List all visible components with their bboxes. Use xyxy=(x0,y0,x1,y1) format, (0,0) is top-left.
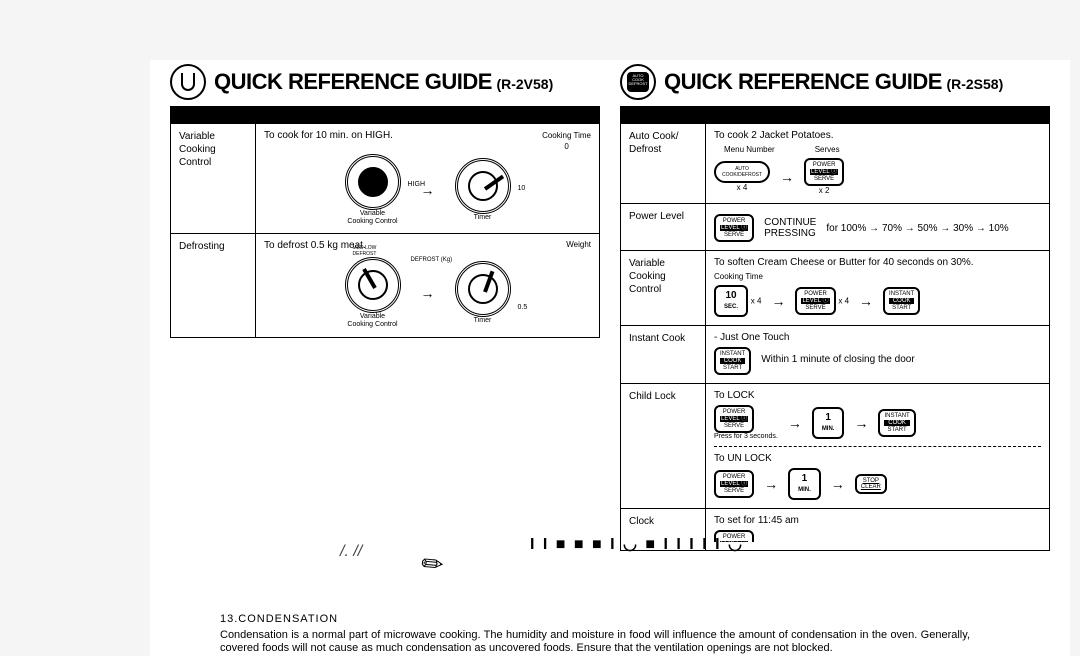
pressing-text: PRESSING xyxy=(764,228,816,239)
multiplier: x 4 xyxy=(751,297,762,306)
button-icon: 1 MIN. xyxy=(812,407,845,439)
footer-heading: 13.CONDENSATION xyxy=(220,613,970,627)
sub-label: Cooking Time xyxy=(714,272,1041,281)
caption-text: Weight xyxy=(566,240,591,255)
arrow-icon: → xyxy=(780,169,794,185)
dial-caption: Timer xyxy=(455,214,511,222)
arrow-icon: → xyxy=(764,476,778,492)
table-row: Power Level POWER LEVEL ⓘ SERVE CONTINUE… xyxy=(621,204,1050,251)
dial-caption: Variable Cooking Control xyxy=(345,313,401,328)
arrow-icon: → xyxy=(788,415,802,431)
footer-body: Condensation is a normal part of microwa… xyxy=(220,629,970,656)
button-icon: POWER LEVEL ⓘ SERVE xyxy=(714,470,754,498)
button-icon: POWER LEVEL ⓘ SERVE xyxy=(714,405,754,433)
pencil-icon: ✎ xyxy=(415,546,452,584)
dial-icon: 10 xyxy=(455,158,511,214)
lock-text: To LOCK xyxy=(714,390,1041,401)
right-header: AUTO COOK DEFROST QUICK REFERENCE GUIDE … xyxy=(620,60,1050,107)
row-label: Variable Cooking Control xyxy=(629,258,666,295)
dial-side-label: 10 xyxy=(518,185,526,192)
button-icon: AUTO COOK/DEFROST xyxy=(714,161,770,183)
torn-edge-text: I I ■ ■ ■ I ◡ ■ I I I I I ◡ xyxy=(530,534,744,554)
document-page: QUICK REFERENCE GUIDE (R-2V58) Variable … xyxy=(150,60,1070,656)
instruction-text: To cook 2 Jacket Potatoes. xyxy=(714,130,1041,141)
caption-sub: 0 xyxy=(564,142,568,151)
row-label: Instant Cook xyxy=(629,333,685,344)
dial-caption: Timer xyxy=(455,317,511,325)
arrow-icon: → xyxy=(771,293,785,309)
button-icon: INSTANT COOK START xyxy=(883,287,920,315)
right-column: AUTO COOK DEFROST QUICK REFERENCE GUIDE … xyxy=(620,60,1050,551)
arrow-icon: → xyxy=(854,415,868,431)
right-title: QUICK REFERENCE GUIDE xyxy=(664,69,942,94)
multiplier: x 2 xyxy=(804,186,844,195)
instruction-text: To soften Cream Cheese or Butter for 40 … xyxy=(714,257,1041,268)
handwriting-mark: /. // xyxy=(340,543,362,561)
multiplier: x 4 xyxy=(714,183,770,192)
instruction-text: To defrost 0.5 kg meat. xyxy=(264,240,366,251)
table-row: Instant Cook - Just One Touch INSTANT CO… xyxy=(621,326,1050,384)
unlock-text: To UN LOCK xyxy=(714,453,1041,464)
dial-side-label: HIGH xyxy=(408,181,426,188)
sub-label: Serves xyxy=(815,145,840,154)
button-icon: POWER LEVEL ⓘ SERVE xyxy=(714,214,754,242)
black-band xyxy=(620,107,1050,123)
right-table: Auto Cook/ Defrost To cook 2 Jacket Pota… xyxy=(620,123,1050,551)
left-table: Variable Cooking Control To cook for 10 … xyxy=(170,123,600,338)
instruction-text: To set for 11:45 am xyxy=(714,515,1041,526)
button-icon: 10 SEC. xyxy=(714,285,748,317)
button-icon: INSTANT COOK START xyxy=(878,409,915,437)
arrow-icon: → xyxy=(831,476,845,492)
instruction-text: Within 1 minute of closing the door xyxy=(761,354,914,365)
dial-row: MED LOW DEFROST Variable Cooking Control… xyxy=(264,255,591,330)
dial-side-label: 0.5 xyxy=(518,304,528,311)
left-header: QUICK REFERENCE GUIDE (R-2V58) xyxy=(170,60,600,107)
bullet-text: - Just One Touch xyxy=(714,332,1041,343)
row-label: Clock xyxy=(629,516,654,527)
row-label: Child Lock xyxy=(629,391,676,402)
black-band xyxy=(170,107,600,123)
table-row: Variable Cooking Control To soften Cream… xyxy=(621,251,1050,326)
table-row: Defrosting To defrost 0.5 kg meat. Weigh… xyxy=(171,234,600,337)
arrow-icon: → xyxy=(421,285,435,301)
left-model: (R-2V58) xyxy=(496,76,553,92)
continue-text: CONTINUE xyxy=(764,217,816,228)
auto-icon: AUTO COOK DEFROST xyxy=(620,64,656,100)
dial-row: HIGH Variable Cooking Control → 10 Time xyxy=(264,152,591,227)
row-label: Defrosting xyxy=(171,234,256,337)
dial-top-label: MED LOW DEFROST xyxy=(353,245,377,257)
footer-section: 13.CONDENSATION Condensation is a normal… xyxy=(220,613,970,656)
button-icon: 1 MIN. xyxy=(788,468,821,500)
instruction-text: To cook for 10 min. on HIGH. xyxy=(264,130,393,148)
row-label: Variable Cooking Control xyxy=(171,124,256,234)
multiplier: x 4 xyxy=(838,297,849,306)
dial-icon xyxy=(345,257,401,313)
dial-icon: 0.5 xyxy=(455,261,511,317)
left-title: QUICK REFERENCE GUIDE xyxy=(214,69,492,94)
dial-icon: HIGH xyxy=(345,154,401,210)
button-icon: POWER LEVEL ⓘ SERVE xyxy=(795,287,835,315)
table-row: Variable Cooking Control To cook for 10 … xyxy=(171,124,600,234)
caption-text: Cooking Time xyxy=(542,131,591,140)
left-column: QUICK REFERENCE GUIDE (R-2V58) Variable … xyxy=(170,60,600,338)
button-icon: STOP CLEAR xyxy=(855,474,887,494)
right-model: (R-2S58) xyxy=(946,76,1003,92)
button-icon: POWER LEVEL ⓘ SERVE xyxy=(804,158,844,186)
mid-label: DEFROST (Kg) xyxy=(411,257,453,263)
row-label: Power Level xyxy=(629,211,684,222)
row-content: To cook for 10 min. on HIGH. Cooking Tim… xyxy=(256,124,600,234)
sub-label: Menu Number xyxy=(724,145,775,154)
row-content: To defrost 0.5 kg meat. Weight MED LOW D… xyxy=(256,234,600,337)
divider xyxy=(714,446,1041,447)
percent-sequence: for 100% → 70% → 50% → 30% → 10% xyxy=(826,223,1008,234)
table-row: Auto Cook/ Defrost To cook 2 Jacket Pota… xyxy=(621,124,1050,204)
row-label: Auto Cook/ Defrost xyxy=(629,131,678,155)
press-text: Press for 3 seconds. xyxy=(714,433,778,440)
dial-caption: Variable Cooking Control xyxy=(345,210,401,225)
button-icon: INSTANT COOK START xyxy=(714,347,751,375)
table-row: Child Lock To LOCK POWER LEVEL ⓘ SERVE P… xyxy=(621,384,1050,509)
dial-icon xyxy=(170,64,206,100)
arrow-icon: → xyxy=(859,293,873,309)
